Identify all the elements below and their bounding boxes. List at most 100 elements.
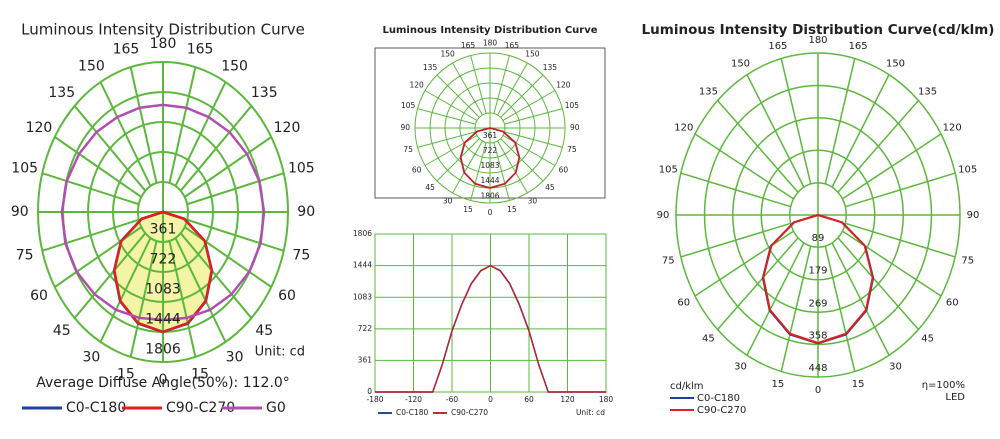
grid-spoke [493,142,510,201]
angle-label: 150 [731,58,750,69]
angle-label: 45 [53,323,71,339]
grid-spoke [780,245,812,372]
grid-spoke [184,136,272,198]
grid-spoke [717,237,799,331]
y-tick-label: 1444 [353,261,372,270]
grid-spoke [179,232,253,319]
annotation: LED [945,392,965,403]
angle-label: 105 [401,101,416,110]
angle-label: 105 [958,165,977,176]
curve [762,214,819,344]
chart-title: Luminous Intensity Distribution Curve(cd… [642,22,995,38]
angle-label: 135 [918,86,937,97]
grid-spoke [54,226,142,288]
grid-spoke [500,138,544,182]
note: Average Diffuse Angle(50%): 112.0° [36,375,290,391]
angle-label: 15 [507,205,517,214]
grid-spoke [845,172,956,208]
angle-label: 75 [961,255,974,266]
radial-tick-label: 722 [483,146,498,155]
annotation: η=100% [922,380,965,391]
grid-spoke [837,237,919,331]
angle-label: 60 [946,298,959,309]
angle-label: 75 [567,145,577,154]
angle-label: 75 [292,248,310,264]
y-tick-label: 1806 [353,229,372,238]
angle-label: 15 [117,366,135,382]
grid-spoke [73,232,147,319]
grid-spoke [186,218,285,252]
angle-label: 165 [505,41,520,50]
angle-label: 120 [274,120,301,136]
legend-label: C0-C180 [396,408,428,417]
angle-label: 0 [488,208,493,217]
angle-label: 90 [657,210,670,221]
angle-label: 165 [849,41,868,52]
angle-label: 105 [565,101,580,110]
grid-spoke [168,240,197,358]
y-tick-label: 361 [358,355,373,364]
y-tick-label: 1083 [353,292,372,301]
grid-spoke [73,105,147,192]
angle-label: 0 [159,372,168,388]
grid-spoke [436,138,480,182]
legend-label: C90-C270 [451,408,488,417]
angle-label: 165 [187,42,214,58]
grid-spoke [780,58,812,185]
curve [489,127,521,189]
angle-label: 45 [921,334,934,345]
angle-label: 120 [943,123,962,134]
angle-label: 180 [483,38,498,47]
grid-spoke [824,58,856,185]
legend-label: C0-C180 [66,400,126,416]
grid-spoke [99,81,152,187]
y-tick-label: 0 [367,387,372,396]
angle-label: 45 [545,183,555,192]
angle-label: 180 [150,36,177,52]
radial-tick-label: 361 [150,221,177,237]
angle-label: 90 [570,123,580,132]
x-tick-label: -60 [446,395,458,404]
grid-spoke [417,108,476,125]
grid-spoke [497,62,528,116]
angle-label: 165 [113,42,140,58]
grid-spoke [504,131,563,148]
grid-spoke [845,222,956,258]
angle-label: 0 [815,385,821,396]
grid-spoke [424,90,478,121]
grid-spoke [500,74,544,118]
angle-label: 60 [559,165,569,174]
grid-spoke [41,172,140,206]
angle-label: 30 [528,196,538,205]
angle-label: 105 [659,165,678,176]
angle-label: 30 [82,350,100,366]
curve [162,210,213,334]
radial-tick-label: 269 [808,298,827,309]
angle-label: 150 [440,50,455,59]
radial-tick-label: 179 [808,266,827,277]
x-tick-label: -180 [366,395,383,404]
angle-label: 105 [288,160,315,176]
radial-tick-label: 1083 [145,281,181,297]
angle-label: 45 [425,183,435,192]
grid-spoke [179,105,253,192]
grid-spoke [129,240,158,358]
grid-spoke [99,237,152,343]
grid-spoke [174,237,227,343]
grid-spoke [680,222,791,258]
angle-label: 75 [662,255,675,266]
grid-spoke [694,133,794,200]
radial-tick-label: 1444 [480,176,499,185]
grid-spoke [129,66,158,184]
angle-label: 75 [403,145,413,154]
curve [60,103,164,322]
radial-tick-label: 89 [812,233,825,244]
legend-title: cd/klm [670,381,704,392]
angle-label: 60 [677,298,690,309]
curve-area [114,212,163,332]
unit-label: Unit: cd [255,345,305,360]
angle-label: 90 [11,204,29,220]
unit-label: Unit: cd [576,408,605,417]
angle-label: 90 [297,204,315,220]
